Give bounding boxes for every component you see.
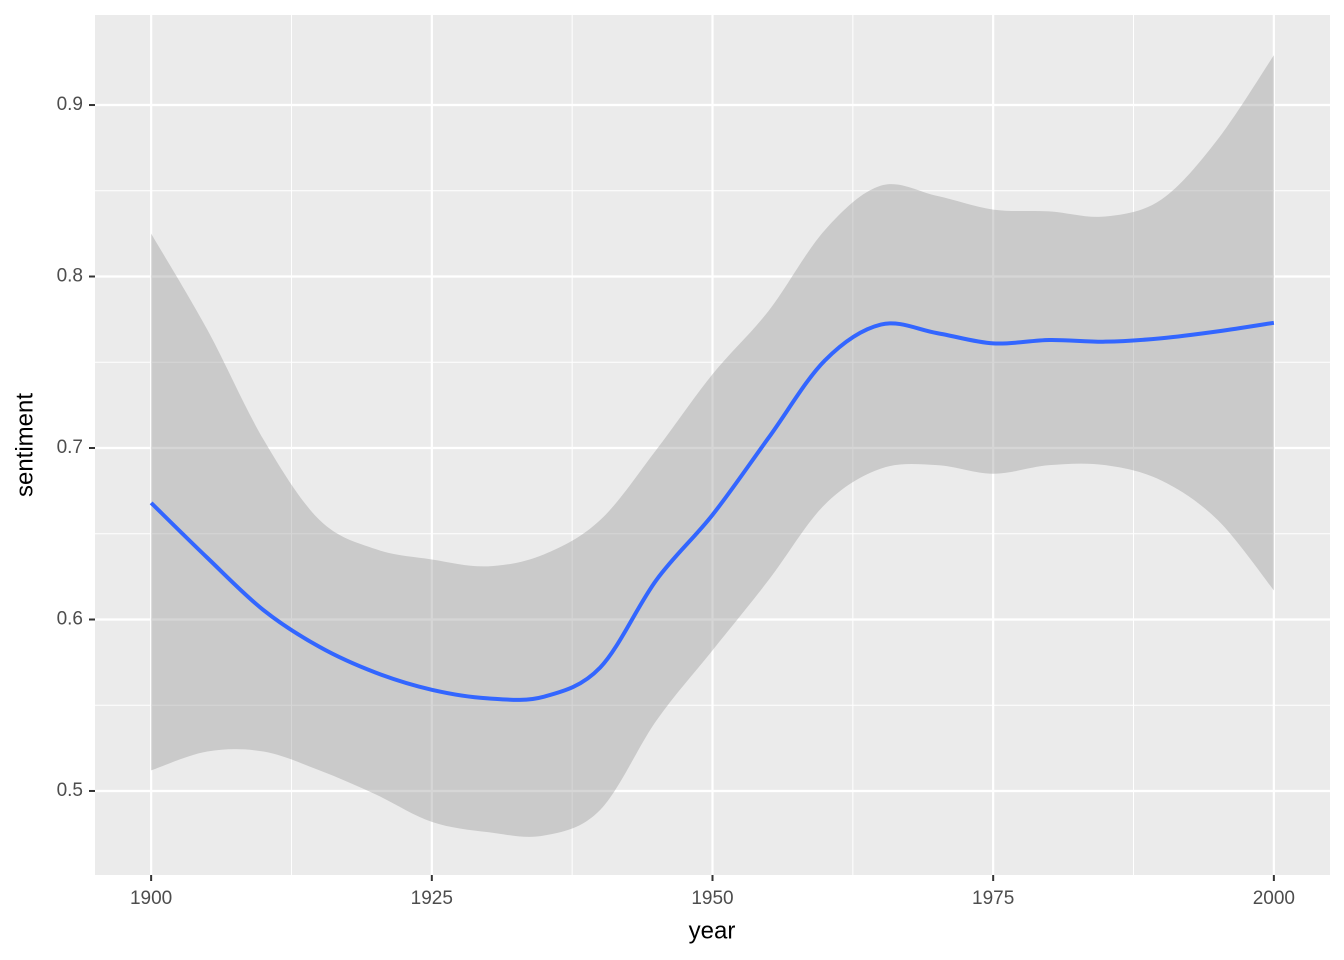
y-tick-label: 0.8: [57, 266, 83, 287]
grid: [95, 15, 1330, 875]
x-tick-label: 1900: [130, 888, 172, 909]
x-tick-label: 1925: [411, 888, 453, 909]
marks: [149, 55, 1275, 837]
y-axis-title: sentiment: [11, 393, 38, 497]
x-tick-label: 2000: [1253, 888, 1295, 909]
confidence-band: [151, 55, 1274, 837]
y-tick-label: 0.6: [57, 609, 83, 630]
smooth-line: [149, 320, 1275, 702]
y-tick-label: 0.7: [57, 437, 83, 458]
y-tick-label: 0.9: [57, 94, 83, 115]
y-tick-label: 0.5: [57, 780, 83, 801]
x-axis-title: year: [689, 917, 736, 944]
x-tick-label: 1950: [691, 888, 733, 909]
x-tick-label: 1975: [972, 888, 1014, 909]
